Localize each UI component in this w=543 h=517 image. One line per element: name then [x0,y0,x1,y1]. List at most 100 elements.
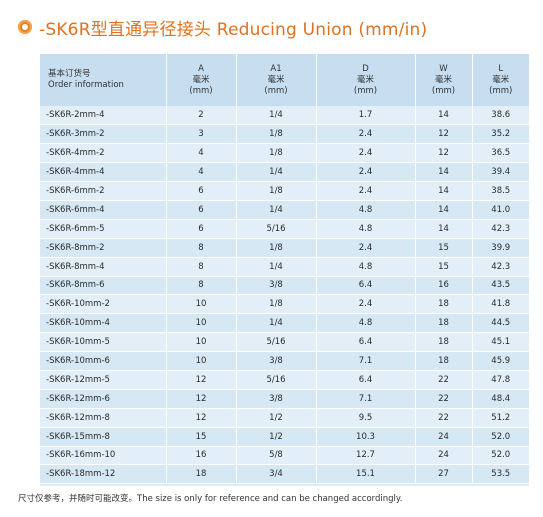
l-cell: 52.0 [471,427,529,447]
a-cell: 12 [165,389,236,409]
l-cell: 36.5 [471,143,529,164]
l-cell: 39.9 [471,238,529,258]
d-cell: 12.7 [315,446,415,466]
d-cell: 9.5 [315,408,415,428]
a-cell: 18 [165,464,236,485]
a1-cell: 1/2 [235,408,316,428]
a-cell: 8 [165,257,236,277]
a1-cell: 3/8 [235,276,316,296]
a-cell: 6 [165,219,236,239]
order-number-cell: -SK6R-10mm-6 [40,351,166,371]
l-cell: 44.5 [471,313,529,334]
a1-cell: 1/4 [235,257,316,277]
a1-cell: 3/8 [235,389,316,409]
title-row: -SK6R型直通异径接头 Reducing Union (mm/in) [18,14,427,40]
order-number-cell: -SK6R-4mm-2 [40,143,166,164]
w-cell: 18 [414,351,472,371]
a1-cell: 3/8 [235,351,316,371]
table-row: -SK6R-8mm-6 8 3/8 6.4 16 43.5 [40,276,529,296]
a1-cell: 3/4 [235,464,316,485]
table-row: -SK6R-10mm-2 10 1/8 2.4 18 41.8 [40,294,529,315]
a1-cell: 1/4 [235,162,316,183]
d-cell: 7.1 [315,389,415,409]
a-cell: 4 [165,162,236,183]
l-cell: 45.1 [471,332,529,353]
l-cell: 35.2 [471,124,529,145]
w-cell: 14 [414,200,472,220]
table-row: -SK6R-8mm-2 8 1/8 2.4 15 39.9 [40,238,529,258]
d-cell: 4.8 [315,313,415,334]
table-row: -SK6R-18mm-12 18 3/4 15.1 27 53.5 [40,464,529,485]
order-number-cell: -SK6R-6mm-5 [40,219,166,239]
d-cell: 2.4 [315,294,415,315]
l-cell: 53.5 [471,464,529,485]
w-cell: 18 [414,294,472,315]
d-cell: 4.8 [315,200,415,220]
d-cell: 6.4 [315,332,415,353]
a-cell: 8 [165,238,236,258]
w-cell: 12 [414,124,472,145]
l-cell: 47.8 [471,370,529,390]
order-number-cell: -SK6R-3mm-2 [40,124,166,145]
table-row: -SK6R-12mm-6 12 3/8 7.1 22 48.4 [40,389,529,409]
a1-cell: 1/8 [235,294,316,315]
l-cell: 41.8 [471,294,529,315]
table-row: -SK6R-10mm-6 10 3/8 7.1 18 45.9 [40,351,529,371]
column-header-a: A 毫米 (mm) [165,54,236,106]
d-cell: 2.4 [315,124,415,145]
w-cell: 22 [414,389,472,409]
l-cell: 45.9 [471,351,529,371]
l-cell: 39.4 [471,162,529,183]
a-cell: 6 [165,181,236,201]
w-cell: 14 [414,181,472,201]
a-cell: 15 [165,427,236,447]
order-number-cell: -SK6R-18mm-12 [40,464,166,485]
a1-cell: 1/4 [235,106,316,126]
d-cell: 2.4 [315,181,415,201]
order-number-cell: -SK6R-12mm-5 [40,370,166,390]
a-cell: 12 [165,408,236,428]
order-number-cell: -SK6R-8mm-4 [40,257,166,277]
w-cell: 14 [414,219,472,239]
table-row: -SK6R-4mm-2 4 1/8 2.4 12 36.5 [40,143,529,164]
w-cell: 18 [414,332,472,353]
d-cell: 2.4 [315,162,415,183]
a-cell: 16 [165,446,236,466]
a1-cell: 5/8 [235,446,316,466]
l-cell: 42.3 [471,257,529,277]
a1-cell: 1/8 [235,238,316,258]
d-cell: 1.7 [315,106,415,126]
d-cell: 4.8 [315,219,415,239]
w-cell: 15 [414,238,472,258]
table-row: -SK6R-4mm-4 4 1/4 2.4 14 39.4 [40,162,529,183]
order-number-cell: -SK6R-12mm-6 [40,389,166,409]
column-header-w: W 毫米 (mm) [414,54,472,106]
order-number-cell: -SK6R-8mm-6 [40,276,166,296]
d-cell: 10.3 [315,427,415,447]
a-cell: 3 [165,124,236,145]
order-number-cell: -SK6R-10mm-2 [40,294,166,315]
table-row: -SK6R-16mm-10 16 5/8 12.7 24 52.0 [40,446,529,466]
d-cell: 4.8 [315,257,415,277]
w-cell: 22 [414,370,472,390]
order-number-cell: -SK6R-8mm-2 [40,238,166,258]
a-cell: 4 [165,143,236,164]
order-number-cell: -SK6R-4mm-4 [40,162,166,183]
order-number-cell: -SK6R-6mm-2 [40,181,166,201]
column-header-l: L 毫米 (mm) [471,54,529,106]
a-cell: 10 [165,351,236,371]
w-cell: 24 [414,446,472,466]
footnote: 尺寸仅参考，并随时可能改变。The size is only for refer… [18,494,403,504]
column-header-d: D 毫米 (mm) [315,54,415,106]
d-cell: 2.4 [315,238,415,258]
l-cell: 38.6 [471,106,529,126]
table-header-row: 基本订货号 Order information A 毫米 (mm) A1 毫米 … [40,54,529,106]
w-cell: 15 [414,257,472,277]
l-cell: 38.5 [471,181,529,201]
table-row: -SK6R-3mm-2 3 1/8 2.4 12 35.2 [40,124,529,145]
table-row: -SK6R-8mm-4 8 1/4 4.8 15 42.3 [40,257,529,277]
l-cell: 52.0 [471,446,529,466]
table-row: -SK6R-10mm-4 10 1/4 4.8 18 44.5 [40,313,529,334]
l-cell: 42.3 [471,219,529,239]
w-cell: 27 [414,464,472,485]
